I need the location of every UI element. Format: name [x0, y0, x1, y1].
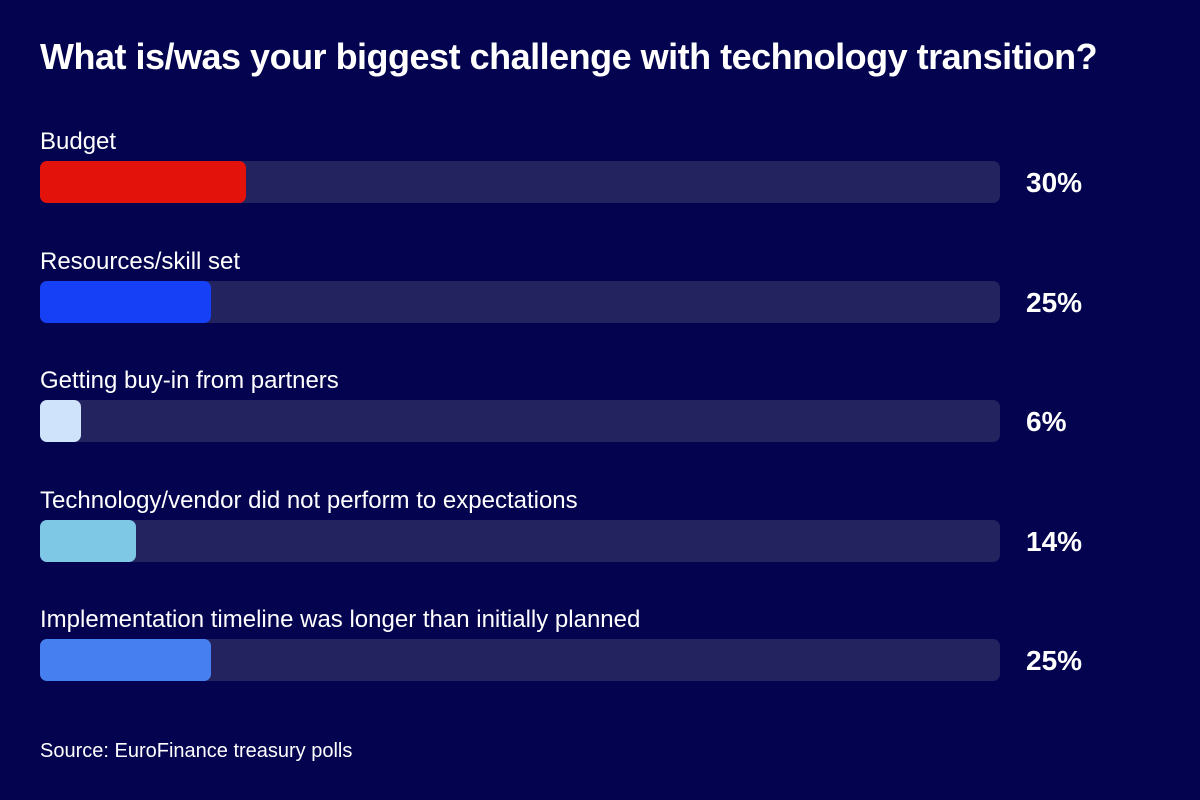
- bar-row: Technology/vendor did not perform to exp…: [40, 485, 1160, 605]
- bar-rows: Budget 30% Resources/skill set 25% Getti…: [40, 126, 1160, 724]
- bar-label: Technology/vendor did not perform to exp…: [40, 486, 578, 514]
- bar-fill: [40, 280, 212, 323]
- bar-fill: [40, 639, 212, 681]
- bar-fill: [40, 519, 136, 562]
- bar-track: [40, 400, 1000, 442]
- bar-label: Resources/skill set: [40, 247, 241, 275]
- source-note: Source: EuroFinance treasury polls: [40, 740, 353, 762]
- bar-track: [40, 280, 1000, 323]
- bar-value-label: 6%: [1026, 406, 1067, 437]
- bar-fill: [40, 400, 82, 442]
- bar-fill: [40, 161, 246, 203]
- bar-value-label: 30%: [1026, 167, 1083, 198]
- bar-label: Implementation timeline was longer than …: [40, 606, 641, 633]
- bar-label: Budget: [40, 128, 117, 155]
- bar-value-label: 25%: [1026, 286, 1083, 318]
- bar-row: Resources/skill set 25%: [40, 246, 1160, 366]
- bar-value-label: 14%: [1026, 525, 1083, 557]
- bar-value-label: 25%: [1026, 645, 1083, 676]
- bar-track: [40, 639, 1000, 681]
- chart-title: What is/was your biggest challenge with …: [40, 36, 1098, 77]
- bar-label: Getting buy-in from partners: [40, 367, 339, 394]
- bar-row: Implementation timeline was longer than …: [40, 604, 1160, 724]
- bar-row: Budget 30%: [40, 126, 1160, 246]
- bar-row: Getting buy-in from partners 6%: [40, 365, 1160, 485]
- bar-track: [40, 161, 1000, 203]
- bar-track: [40, 519, 1000, 562]
